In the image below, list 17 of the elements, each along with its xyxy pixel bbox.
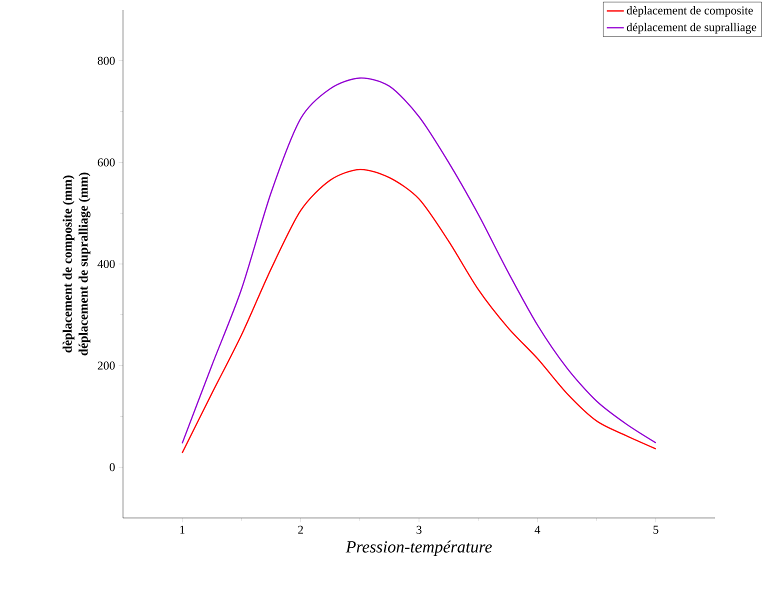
- x-axis-title: Pression-température: [346, 540, 492, 556]
- y-tick-label: 400: [98, 260, 115, 268]
- x-tick-label: 1: [180, 526, 184, 534]
- x-tick-label: 5: [654, 526, 658, 534]
- y-tick-label: 0: [110, 463, 115, 472]
- line-series: [182, 168, 656, 454]
- x-tick-label: 2: [298, 526, 303, 534]
- y-tick-label: 200: [98, 362, 115, 370]
- x-tick-label: 3: [416, 526, 422, 534]
- text: dèplacement de composite (mm): [62, 176, 74, 352]
- y-tick-label: 600: [98, 158, 115, 166]
- x-tick-label: 4: [534, 526, 540, 534]
- text: déplacement de supralliage (mm): [78, 172, 90, 356]
- legend-label: déplacement de supralliage: [626, 22, 756, 34]
- legend-label: dèplacement de composite: [626, 6, 753, 17]
- y-tick-label: 800: [98, 56, 115, 65]
- line-series: [182, 77, 656, 444]
